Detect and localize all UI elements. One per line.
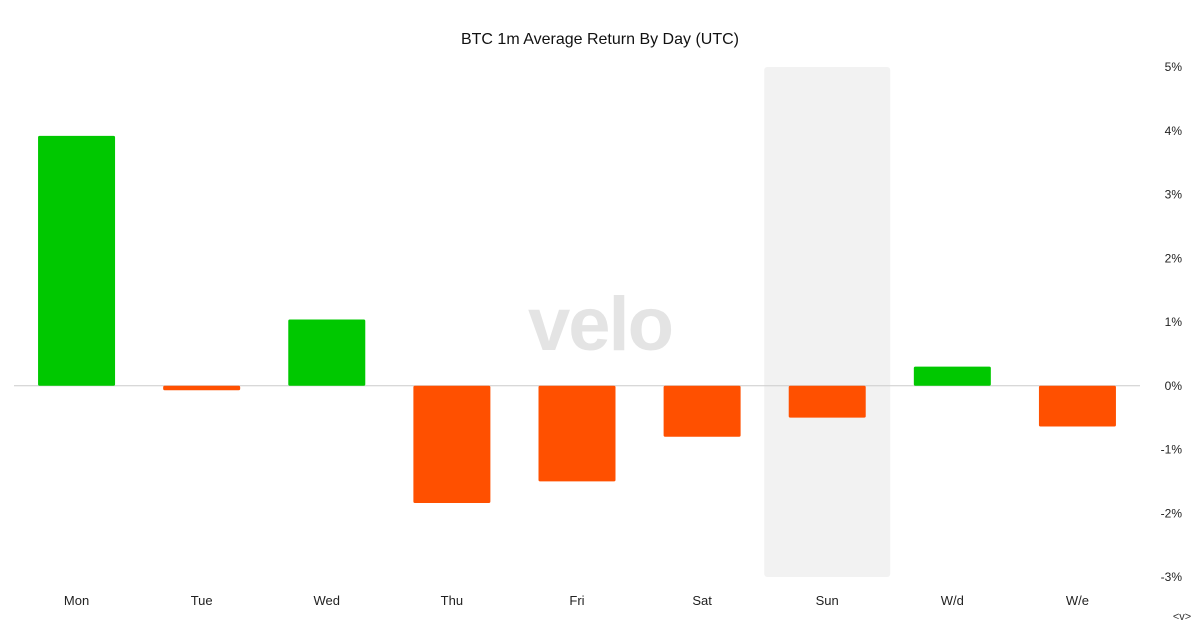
- chart-title: BTC 1m Average Return By Day (UTC): [461, 31, 739, 48]
- x-tick-label: Tue: [191, 593, 213, 608]
- bar-sun[interactable]: [788, 385, 866, 418]
- y-axis-ticks: 5% 4% 3% 2% 1% 0% -1% -2% -3%: [1161, 60, 1183, 584]
- x-tick-label: Sat: [692, 593, 712, 608]
- x-tick-label: Wed: [314, 593, 341, 608]
- bar-sat[interactable]: [663, 385, 741, 437]
- x-tick-label: W/e: [1066, 593, 1089, 608]
- bar-fri[interactable]: [538, 385, 616, 482]
- scroll-nav-hint[interactable]: <v>: [1173, 611, 1191, 623]
- x-tick-label: W/d: [941, 593, 964, 608]
- y-tick-label: -2%: [1161, 506, 1183, 520]
- velo-watermark: velo: [528, 282, 672, 367]
- bar-thu[interactable]: [413, 385, 491, 504]
- bar-tue[interactable]: [163, 385, 241, 391]
- y-tick-label: -3%: [1161, 570, 1183, 584]
- x-tick-label: Thu: [441, 593, 463, 608]
- highlight-band-layer: [764, 67, 891, 577]
- bar-wd[interactable]: [913, 366, 991, 386]
- x-tick-label: Sun: [816, 593, 839, 608]
- x-axis-labels: Mon Tue Wed Thu Fri Sat Sun W/d W/e: [64, 593, 1089, 608]
- bar-wed[interactable]: [288, 319, 366, 386]
- y-tick-label: 4%: [1165, 124, 1183, 138]
- bars: [38, 135, 1116, 504]
- y-tick-label: -1%: [1161, 443, 1183, 457]
- y-tick-label: 2%: [1165, 251, 1183, 265]
- highlight-band-sun: [764, 67, 891, 577]
- y-tick-label: 1%: [1165, 315, 1183, 329]
- y-tick-label: 0%: [1165, 379, 1183, 393]
- x-tick-label: Mon: [64, 593, 89, 608]
- y-tick-label: 5%: [1165, 60, 1183, 74]
- bar-we[interactable]: [1038, 385, 1116, 427]
- bar-mon[interactable]: [38, 135, 116, 386]
- y-tick-label: 3%: [1165, 188, 1183, 202]
- x-tick-label: Fri: [569, 593, 584, 608]
